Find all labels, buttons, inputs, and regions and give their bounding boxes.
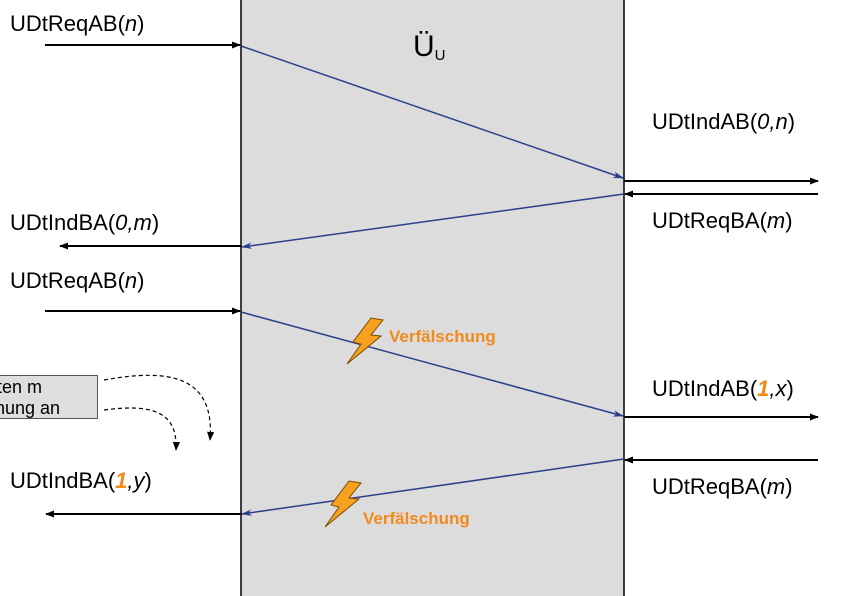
signal-line-1 (240, 45, 625, 179)
label-left-req1: UDtReqAB(n) (10, 11, 145, 36)
label-right-req2: UDtReqBA(m) (652, 474, 793, 499)
note-line-1: ten m (0, 377, 43, 397)
label-right-ind2: UDtIndAB(1,x) (652, 376, 794, 401)
error-label-1: Verfälschung (389, 327, 496, 346)
note-connector-1 (103, 374, 215, 441)
label-left-req2: UDtReqAB(n) (10, 268, 145, 293)
note-connector-2 (103, 407, 180, 451)
channel-title: ÜU (413, 30, 446, 64)
label-left-ind2: UDtIndBA(1,y) (10, 468, 152, 493)
note-line-2: hung an (0, 398, 61, 418)
note-box: ten m hung an (0, 375, 98, 419)
signal-line-4 (240, 458, 625, 516)
signal-line-3 (240, 311, 625, 417)
lightning-icon (324, 480, 362, 528)
channel-title-sub: U (434, 47, 446, 64)
channel-title-main: Ü (413, 30, 435, 63)
lightning-icon (346, 317, 384, 365)
label-left-ind1: UDtIndBA(0,m) (10, 210, 160, 235)
signal-line-2 (240, 193, 625, 249)
error-label-2: Verfälschung (363, 509, 470, 528)
channel-box (240, 0, 625, 596)
label-right-ind1: UDtIndAB(0,n) (652, 109, 796, 134)
label-right-req1: UDtReqBA(m) (652, 208, 793, 233)
